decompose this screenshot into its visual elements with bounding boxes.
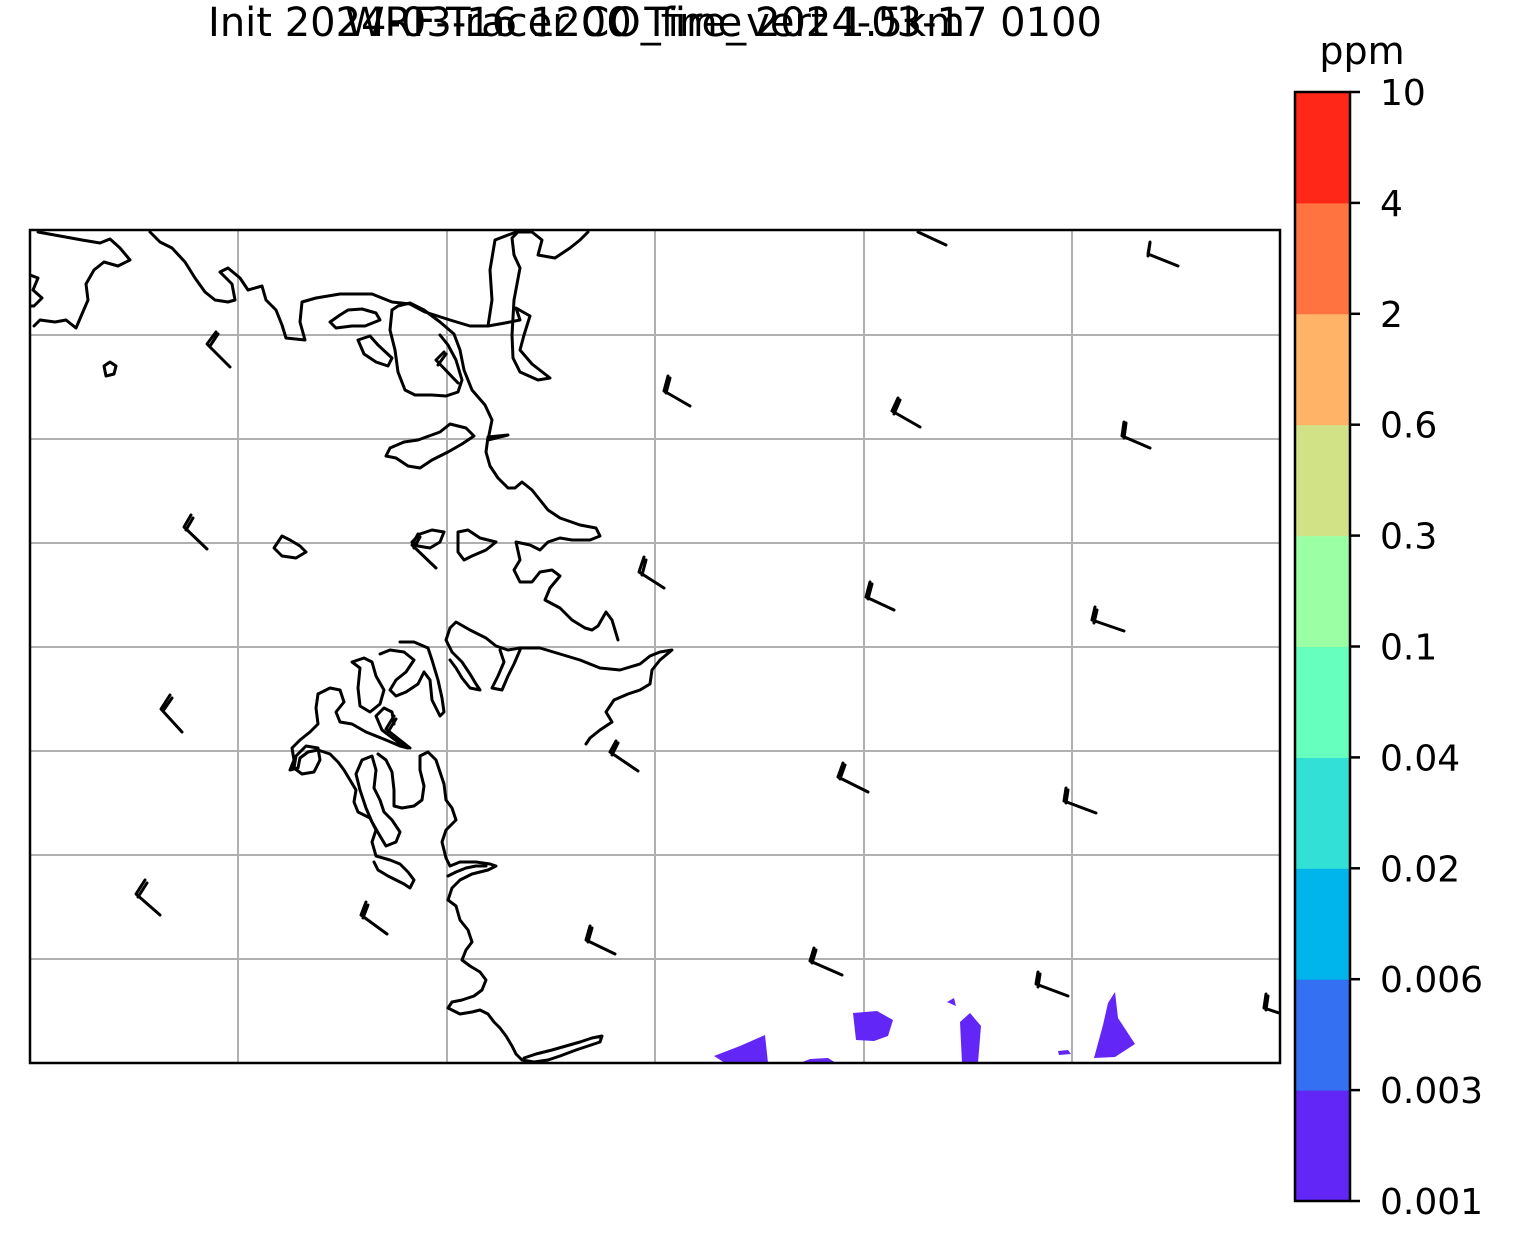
wind-barb (836, 761, 870, 794)
colorbar-segment (1295, 979, 1350, 1091)
wind-barb (159, 693, 184, 734)
wind-barb (1262, 992, 1280, 1015)
coastline (30, 273, 44, 308)
coastline (356, 334, 394, 368)
colorbar-segment (1295, 646, 1350, 758)
map-frame (28, 228, 1282, 1065)
wind-barb (359, 900, 389, 936)
wind-barb (864, 580, 896, 612)
coastline (410, 528, 446, 550)
colorbar-tick-label: 0.001 (1380, 1182, 1483, 1223)
coastline (378, 640, 446, 718)
map-gridlines (30, 230, 1280, 1063)
coastline (446, 860, 604, 1063)
wind-barb (182, 513, 209, 551)
colorbar-tick-label: 0.02 (1380, 849, 1460, 890)
coastline (444, 626, 482, 692)
wind-barb (662, 374, 692, 408)
coastline (354, 754, 402, 848)
wind-barb (205, 330, 232, 369)
colorbar: 0.001 0.003 0.006 0.02 0.04 0.1 0.3 0.6 2 4 10 ppm (1293, 29, 1483, 1223)
coastline (316, 686, 410, 750)
tracer-fill-patches (714, 992, 1135, 1063)
colorbar-segment (1295, 424, 1350, 537)
colorbar-tick-label: 4 (1380, 184, 1403, 225)
coastline (486, 230, 590, 328)
wind-barb (1034, 970, 1070, 998)
coastlines (30, 230, 674, 1063)
coastline (490, 648, 522, 692)
colorbar-tick-label: 0.006 (1380, 960, 1483, 1001)
coastline (148, 230, 552, 382)
tracer-patch (960, 1013, 981, 1063)
tracer-patch (714, 1035, 768, 1063)
colorbar-unit-label: ppm (1319, 29, 1404, 73)
coastline (32, 230, 132, 330)
wind-barbs (134, 230, 1280, 1015)
colorbar-segment (1295, 757, 1350, 869)
coastline (388, 308, 464, 398)
colorbar-tick-label: 0.3 (1380, 517, 1437, 558)
map-title-line2: Init 2024-03-16 1200 Time 2024-03-17 010… (208, 0, 1102, 46)
coastline (292, 744, 322, 776)
wind-barb (584, 924, 617, 956)
coastline (384, 422, 476, 470)
coastline (272, 534, 308, 560)
wind-barb (890, 396, 922, 429)
wind-barb (608, 739, 640, 773)
colorbar-tick-label: 10 (1380, 73, 1426, 114)
coastline (288, 692, 416, 890)
map-title-line1: WRF-Tracer CO_fire_vert 1.5km (344, 0, 966, 46)
wind-barb (1120, 420, 1152, 450)
colorbar-tick-label: 0.003 (1380, 1071, 1483, 1112)
wind-barb (384, 714, 412, 750)
wind-barb (1062, 786, 1098, 815)
wind-barb (134, 878, 162, 917)
colorbar-segment (1295, 1090, 1350, 1202)
colorbar-segment (1295, 313, 1350, 426)
wind-barb (808, 946, 844, 977)
colorbar-segment (1295, 202, 1350, 315)
coastline (328, 307, 382, 330)
coastline (376, 750, 458, 868)
coastline (390, 301, 620, 642)
colorbar-tick-label: 0.04 (1380, 738, 1460, 779)
coastline (102, 360, 118, 378)
wind-barb (1090, 605, 1126, 633)
wind-barb (916, 230, 948, 247)
colorbar-segment (1295, 535, 1350, 647)
coastline (456, 528, 498, 562)
colorbar-tick-label: 0.6 (1380, 406, 1437, 447)
colorbar-tick-label: 2 (1380, 295, 1403, 336)
coastline (446, 864, 488, 878)
coastline (448, 620, 674, 746)
coastline (350, 656, 386, 714)
wind-barb (637, 555, 666, 590)
wind-barb (434, 350, 460, 385)
tracer-patch (853, 1011, 893, 1041)
wind-barb (410, 532, 438, 570)
colorbar-segment (1295, 92, 1350, 204)
wind-barb (1146, 240, 1180, 268)
colorbar-tick-label: 0.1 (1380, 628, 1437, 669)
tracer-patch (1058, 1050, 1071, 1055)
tracer-patch (1094, 992, 1135, 1058)
tracer-patch (947, 998, 956, 1006)
colorbar-segment (1295, 868, 1350, 980)
